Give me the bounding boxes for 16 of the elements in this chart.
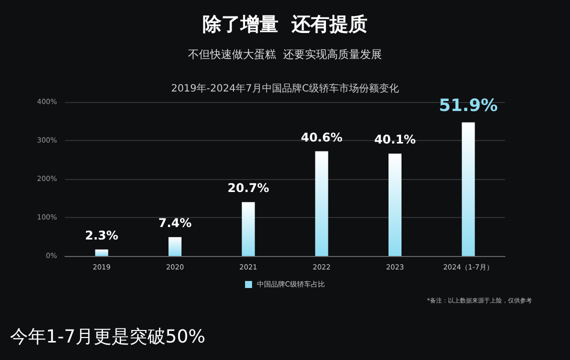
annotation: 7.4% [158, 216, 192, 230]
bar [315, 151, 328, 256]
annotation: 40.1% [374, 132, 416, 147]
bar [168, 237, 182, 256]
annotation: 40.6% [300, 130, 342, 144]
text: 今年1-7月更是突破50% [10, 326, 206, 348]
annotation: 2.3% [85, 228, 118, 242]
bar [242, 202, 255, 256]
bar [95, 249, 108, 256]
annotation: 51.9% [438, 96, 498, 116]
bar [462, 122, 475, 256]
annotation: 20.7% [228, 181, 270, 196]
bar [388, 154, 402, 256]
x-axis-title: 2019年-2024年7月中国品牌C级轿车市场份额变化 [171, 82, 399, 94]
chart-title: 除了增量 还有提质 [202, 14, 368, 36]
chart-subtitle: 不但快速做大蛋糕 还要实现高质量发展 [188, 48, 382, 61]
